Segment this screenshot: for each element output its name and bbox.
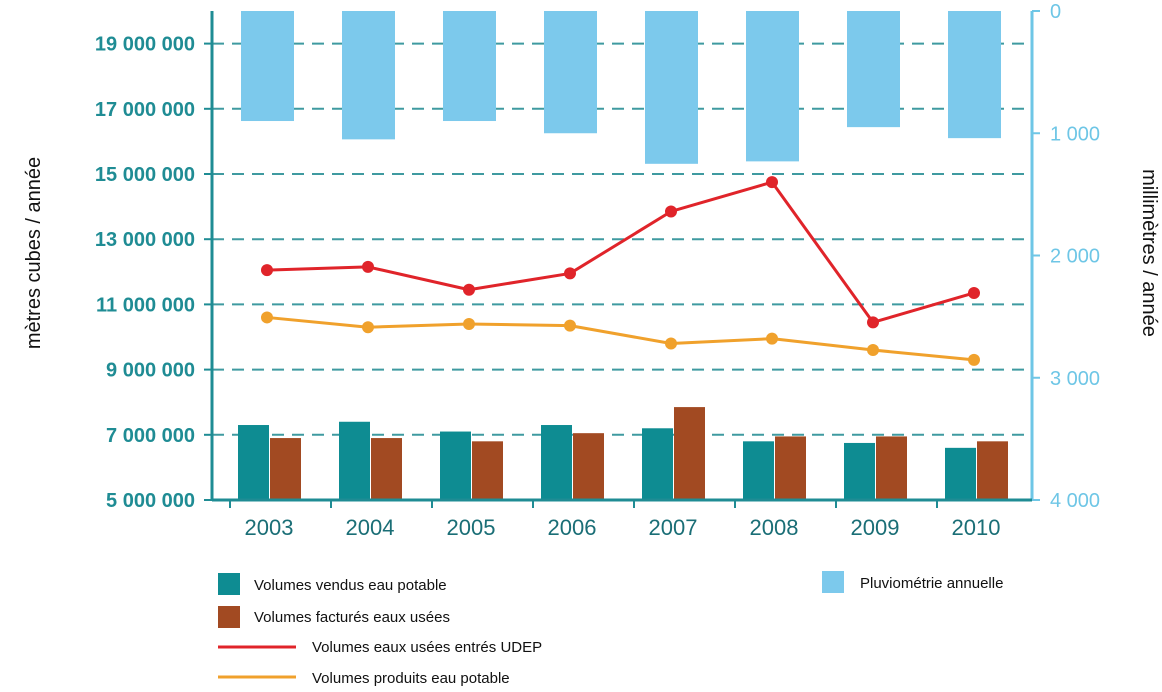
bar-sold-2004 [339, 421, 370, 500]
tick-label-left-6: 17 000 000 [95, 99, 195, 121]
y-axis-left-title: mètres cubes / année [23, 157, 45, 349]
tick-label-left-3: 11 000 000 [96, 294, 195, 316]
point-udep-2010 [968, 286, 980, 299]
tick-label-left-1: 7 000 000 [106, 425, 195, 447]
point-udep-2007 [665, 205, 677, 218]
bar-billed-2007 [674, 407, 705, 500]
point-udep-2009 [867, 316, 879, 329]
rainfall-bars [241, 11, 1001, 164]
point-udep-2003 [261, 264, 273, 277]
tick-label-right-0: 0 [1050, 1, 1061, 23]
point-produced-2004 [362, 321, 374, 334]
bar-rainfall-2008 [746, 11, 799, 162]
legend-label-rainfall: Pluviométrie annuelle [860, 575, 1003, 592]
point-produced-2010 [968, 353, 980, 366]
bar-billed-2005 [472, 441, 503, 500]
bar-billed-2010 [977, 441, 1008, 500]
bar-rainfall-2007 [645, 11, 698, 164]
point-produced-2008 [766, 332, 778, 345]
tick-label-right-4: 4 000 [1050, 490, 1100, 512]
tick-label-left-5: 15 000 000 [95, 164, 195, 186]
tick-labels: 5 000 000 7 000 000 9 000 000 11 000 000 13 … [95, 1, 1100, 540]
tick-label-x-2004: 2004 [346, 515, 395, 540]
point-produced-2005 [463, 317, 475, 330]
line-series [261, 176, 980, 366]
point-udep-2008 [766, 176, 778, 189]
legend-label-produced: Volumes produits eau potable [312, 670, 510, 687]
tick-label-left-4: 13 000 000 [95, 229, 195, 251]
bar-billed-2006 [573, 433, 604, 500]
bar-rainfall-2003 [241, 11, 294, 122]
tick-label-right-1: 1 000 [1050, 123, 1100, 145]
tick-label-x-2007: 2007 [649, 515, 698, 540]
legend-swatch-rainfall [822, 571, 844, 593]
bar-billed-2004 [371, 438, 402, 500]
tick-label-left-7: 19 000 000 [95, 34, 195, 56]
legend-label-udep: Volumes eaux usées entrés UDEP [312, 639, 542, 656]
point-produced-2003 [261, 311, 273, 324]
tick-label-x-2009: 2009 [851, 515, 900, 540]
tick-label-x-2005: 2005 [447, 515, 496, 540]
y-axis-right-title: millimètres / année [1138, 169, 1160, 337]
legend-label-sold: Volumes vendus eau potable [254, 577, 447, 594]
grid [212, 42, 1032, 436]
bar-sold-2003 [238, 425, 269, 500]
volume-bars [238, 407, 1008, 500]
legend-label-billed: Volumes facturés eaux usées [254, 609, 450, 626]
bar-rainfall-2006 [544, 11, 597, 134]
bar-billed-2003 [270, 438, 301, 500]
legend-swatch-sold [218, 573, 240, 595]
point-udep-2006 [564, 267, 576, 280]
tick-label-x-2006: 2006 [548, 515, 597, 540]
bar-sold-2005 [440, 431, 471, 500]
tick-label-x-2010: 2010 [952, 515, 1001, 540]
bar-sold-2007 [642, 428, 673, 500]
point-udep-2005 [463, 283, 475, 296]
bar-sold-2010 [945, 447, 976, 500]
point-udep-2004 [362, 260, 374, 273]
point-produced-2007 [665, 337, 677, 350]
bar-sold-2008 [743, 441, 774, 500]
bar-billed-2009 [876, 436, 907, 500]
bar-rainfall-2005 [443, 11, 496, 122]
axes [204, 10, 1040, 508]
tick-label-x-2003: 2003 [245, 515, 294, 540]
line-produced [266, 315, 975, 362]
bar-rainfall-2009 [847, 11, 900, 128]
point-produced-2009 [867, 344, 879, 357]
tick-label-right-3: 3 000 [1050, 368, 1100, 390]
bar-billed-2008 [775, 436, 806, 500]
bar-rainfall-2004 [342, 11, 395, 140]
legend-swatch-billed [218, 606, 240, 628]
point-produced-2006 [564, 319, 576, 332]
bar-sold-2006 [541, 425, 572, 500]
tick-label-right-2: 2 000 [1050, 246, 1100, 268]
line-udep [266, 180, 975, 324]
bar-sold-2009 [844, 442, 875, 500]
tick-label-x-2008: 2008 [750, 515, 799, 540]
tick-label-left-0: 5 000 000 [106, 490, 195, 512]
legend: Volumes vendus eau potable Volumes factu… [218, 571, 1003, 687]
bar-rainfall-2010 [948, 11, 1001, 139]
tick-label-left-2: 9 000 000 [106, 360, 195, 382]
